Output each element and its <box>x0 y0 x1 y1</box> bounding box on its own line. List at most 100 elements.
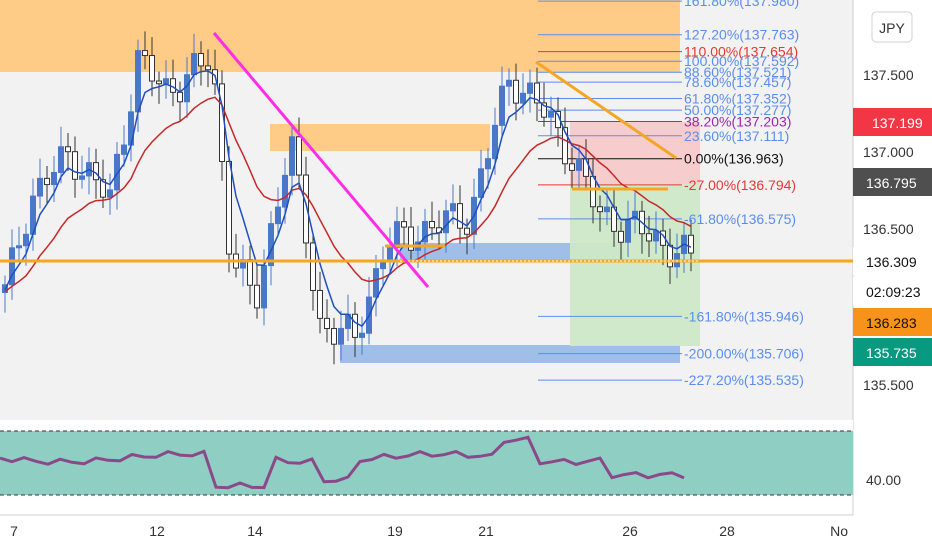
candle-body <box>72 151 78 180</box>
demand-zone-low <box>340 345 680 363</box>
candle-body <box>625 218 631 243</box>
fib-label-9: 23.60%(137.111) <box>684 128 789 144</box>
price-tag-dark-text: 136.795 <box>866 175 917 191</box>
orange-trendline[interactable] <box>535 60 677 160</box>
candle-body <box>576 158 582 171</box>
price-tag-orange-text: 136.283 <box>866 315 917 331</box>
x-tick-14: 14 <box>247 523 263 539</box>
candle-body <box>135 50 141 113</box>
candle-body <box>548 110 554 118</box>
fib-label-7: 50.00%(137.277) <box>684 102 791 118</box>
rsi-line <box>0 435 685 490</box>
candle-body <box>380 261 386 270</box>
candle-body <box>44 177 50 186</box>
fib-label-13: -161.80%(135.946) <box>684 308 804 324</box>
candle-body <box>338 327 344 345</box>
fib-label-14: -200.00%(135.706) <box>684 346 804 362</box>
fib-label-12: -61.80%(136.575) <box>684 211 796 227</box>
candle-body <box>275 206 281 225</box>
fib-label-10: 0.00%(136.963) <box>684 151 784 167</box>
candle-body <box>562 127 568 165</box>
candle-body <box>352 313 358 338</box>
candle-body <box>506 79 512 87</box>
magenta-trendline[interactable] <box>212 32 430 288</box>
candle-body <box>51 171 57 186</box>
x-tick-28: 28 <box>719 523 735 539</box>
price-tag-current-text: 136.309 <box>866 254 917 270</box>
candle-body <box>443 210 449 234</box>
candle-body <box>79 175 85 180</box>
y-tick-137-000: 137.000 <box>863 144 914 160</box>
candle-body <box>597 206 603 213</box>
candle-body <box>331 328 337 345</box>
fib-labels: 161.80%(137.980) 127.20%(137.763)110.00%(… <box>684 0 804 388</box>
candle-body <box>653 230 659 242</box>
price-tag-orange <box>853 308 932 336</box>
candle-timer <box>853 277 932 305</box>
candle-body <box>317 289 323 319</box>
candle-body <box>464 227 470 235</box>
candle-body <box>198 53 204 67</box>
x-tick-21: 21 <box>478 523 494 539</box>
candle-body <box>632 210 638 220</box>
candle-body <box>226 160 232 255</box>
fib-label-2: 110.00%(137.654) <box>684 44 798 60</box>
price-tag-green-text: 135.735 <box>866 345 917 361</box>
candle-body <box>422 220 428 243</box>
demand-zone-mid <box>400 243 624 261</box>
fib-label-3: 100.00%(137.592) <box>684 53 799 69</box>
fib-label-4: 88.60%(137.521) <box>684 64 791 80</box>
price-tag-red-text: 137.199 <box>872 115 923 131</box>
moving-averages <box>4 70 692 328</box>
candle-body <box>107 189 113 198</box>
candle-body <box>646 233 652 242</box>
supply-zone-mid <box>270 124 490 151</box>
currency-badge-label: JPY <box>879 20 905 36</box>
candle-body <box>478 168 484 198</box>
candle-body <box>457 203 463 229</box>
candle-body <box>205 65 211 71</box>
candle-body <box>23 233 29 247</box>
fib-label-1: 127.20%(137.763) <box>684 27 799 43</box>
x-tick-12: 12 <box>149 523 165 539</box>
candle-body <box>156 80 162 85</box>
candle-body <box>310 242 316 291</box>
candle-body <box>177 91 183 103</box>
y-tick-135-500: 135.500 <box>863 377 914 393</box>
fib-label-11: -27.00%(136.794) <box>684 177 796 193</box>
price-tag-red <box>853 108 932 136</box>
candle-body <box>16 245 22 249</box>
fib-label-5: 78.60%(137.457) <box>684 74 791 90</box>
candle-body <box>261 265 267 309</box>
candle-body <box>450 203 456 212</box>
ema-fast-line <box>4 70 692 328</box>
fib-label-6: 61.80%(137.352) <box>684 90 791 106</box>
candle-body <box>163 78 169 85</box>
candle-body <box>121 144 127 155</box>
candle-body <box>142 50 148 57</box>
rsi-band <box>0 431 853 495</box>
candle-body <box>541 102 547 118</box>
price-tag-dark <box>853 168 932 196</box>
candle-body <box>618 230 624 243</box>
pane-separator <box>0 420 853 430</box>
candle-body <box>485 158 491 170</box>
candle-body <box>268 223 274 267</box>
fib-label-8: 38.20%(137.203) <box>684 114 791 130</box>
candle-body <box>373 268 379 298</box>
candle-body <box>604 206 610 213</box>
candle-body <box>401 221 407 228</box>
price-tag-green <box>853 338 932 366</box>
candle-body <box>527 82 533 94</box>
candle-body <box>100 179 106 198</box>
candle-body <box>394 221 400 249</box>
candle-body <box>93 162 99 181</box>
candle-body <box>254 284 260 309</box>
y-tick-136-500: 136.500 <box>863 221 914 237</box>
x-tick-19: 19 <box>387 523 403 539</box>
candle-body <box>520 92 526 104</box>
currency-badge[interactable] <box>871 11 913 43</box>
fib-label-15: -227.20%(135.535) <box>684 372 804 388</box>
candle-body <box>324 317 330 330</box>
